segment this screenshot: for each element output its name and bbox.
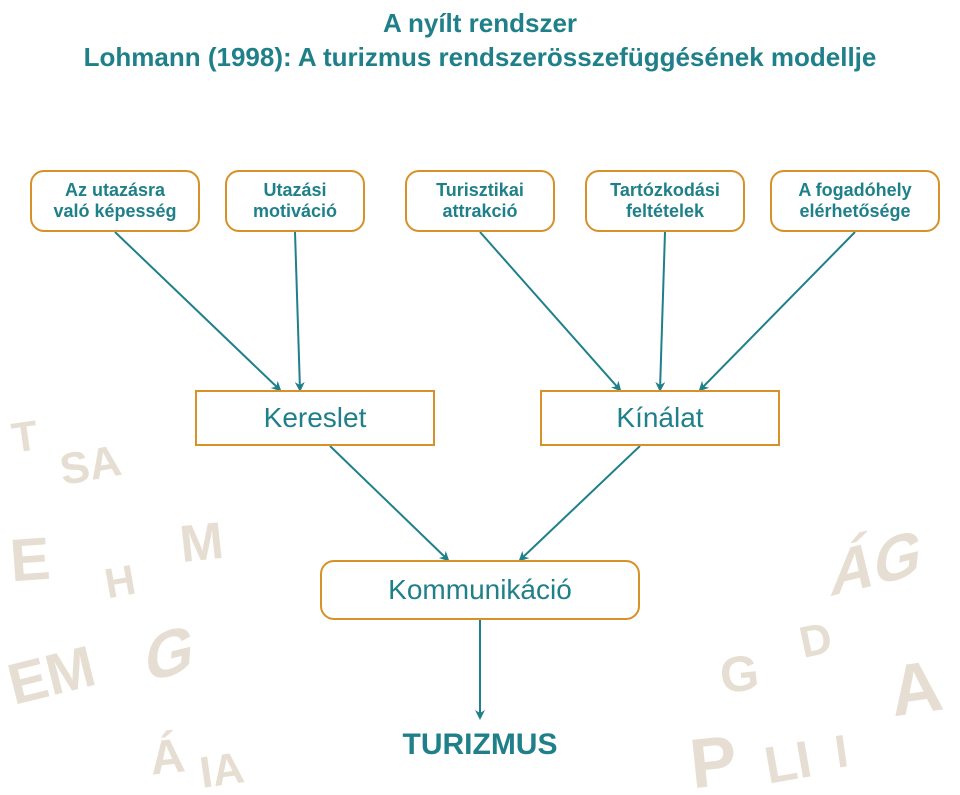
top-bubble: Az utazásravaló képesség [30,170,200,232]
turizmus-label: TURIZMUS [380,720,580,770]
edges-layer [0,0,960,795]
top-bubble-text: Tartózkodásifeltételek [610,180,720,221]
edge [330,446,448,560]
mid-box-label: Kínálat [616,402,703,434]
edge [295,232,300,390]
mid-box-kinalat: Kínálat [540,390,780,446]
top-bubble-text: A fogadóhelyelérhetősége [798,180,911,221]
top-bubble: Tartózkodásifeltételek [585,170,745,232]
kommunikacio-box: Kommunikáció [320,560,640,620]
edge [660,232,665,390]
edge [115,232,280,390]
top-bubble-text: Turisztikaiattrakció [436,180,524,221]
top-bubble-text: Utazásimotiváció [253,180,337,221]
kommunikacio-label: Kommunikáció [388,574,572,606]
mid-box-kereslet: Kereslet [195,390,435,446]
top-bubble-text: Az utazásravaló képesség [53,180,176,221]
edge [700,232,855,390]
top-bubble: Turisztikaiattrakció [405,170,555,232]
edge [480,232,620,390]
mid-box-label: Kereslet [264,402,367,434]
top-bubble: A fogadóhelyelérhetősége [770,170,940,232]
top-bubble: Utazásimotiváció [225,170,365,232]
edge [520,446,640,560]
